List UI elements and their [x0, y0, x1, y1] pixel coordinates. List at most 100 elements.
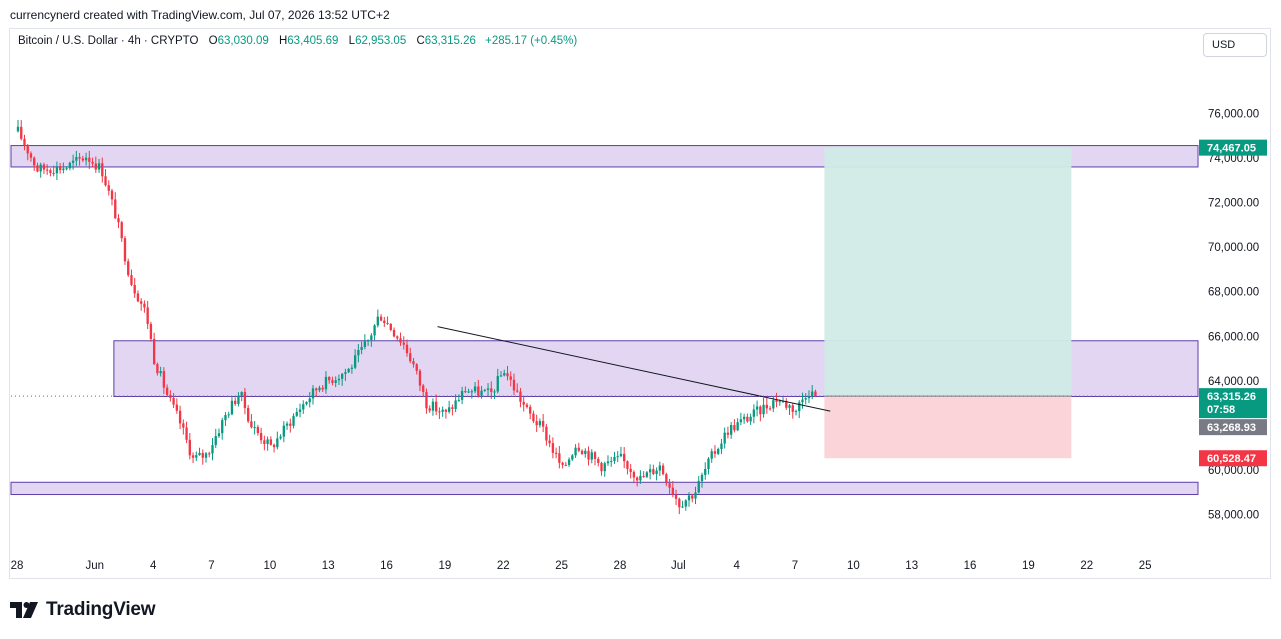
- currency-button[interactable]: USD: [1203, 33, 1267, 57]
- candle-body: [101, 163, 104, 177]
- candle: [687, 492, 691, 507]
- candle-body: [674, 494, 678, 499]
- candle-body: [110, 190, 114, 200]
- candle: [331, 376, 334, 386]
- candle-body: [814, 391, 817, 397]
- candle-body: [729, 425, 733, 435]
- candle: [548, 434, 551, 448]
- candle: [328, 376, 331, 384]
- candle: [759, 405, 762, 422]
- candle-body: [486, 388, 490, 390]
- candle-body: [704, 468, 707, 475]
- candle: [204, 451, 208, 463]
- candle: [729, 421, 733, 439]
- candle-body: [571, 455, 574, 460]
- candle: [639, 470, 642, 484]
- candle: [360, 341, 363, 355]
- low-label: L: [348, 35, 356, 47]
- symbol-legend: Bitcoin / U.S. Dollar · 4h · CRYPTO O63,…: [18, 35, 577, 47]
- candle: [29, 151, 33, 162]
- candle: [97, 158, 101, 173]
- candle-body: [587, 450, 590, 460]
- candle: [428, 405, 431, 413]
- candle-body: [791, 405, 794, 412]
- candle-body: [509, 376, 512, 380]
- candle: [674, 489, 678, 505]
- candle-body: [188, 439, 191, 456]
- candle: [152, 332, 156, 365]
- candle-body: [217, 433, 221, 437]
- candle-body: [610, 460, 613, 462]
- candle-body: [97, 163, 101, 170]
- candle: [707, 457, 710, 475]
- time-tick-label: 22: [497, 560, 510, 572]
- time-tick-label: 25: [1139, 560, 1152, 572]
- candle: [415, 363, 418, 375]
- candle-body: [642, 475, 645, 477]
- candle: [704, 462, 707, 480]
- candle-body: [88, 157, 91, 162]
- candle-body: [554, 452, 558, 454]
- candle-body: [723, 432, 726, 444]
- candle: [571, 454, 574, 461]
- candle-body: [733, 425, 736, 431]
- candle-body: [149, 323, 153, 339]
- candle: [752, 404, 756, 424]
- candle: [593, 450, 597, 466]
- candle-body: [532, 413, 535, 422]
- candle: [130, 269, 133, 287]
- candle: [263, 435, 266, 451]
- candle: [516, 383, 519, 393]
- candle-body: [285, 423, 289, 426]
- candle-body: [198, 452, 201, 456]
- candle-body: [778, 401, 781, 403]
- tradingview-logo-icon: [10, 602, 38, 618]
- candle-body: [460, 391, 464, 400]
- candle-body: [78, 157, 81, 159]
- candle-body: [597, 458, 600, 463]
- candle: [308, 391, 311, 408]
- candle-body: [645, 472, 649, 477]
- candle: [648, 464, 652, 480]
- candle: [652, 464, 655, 476]
- candle: [52, 165, 55, 177]
- candle: [613, 451, 616, 464]
- candle: [713, 445, 717, 458]
- candle: [224, 412, 227, 427]
- candle-body: [315, 388, 318, 391]
- price-tick-label: 60,000.00: [1208, 465, 1259, 477]
- candle-body: [253, 427, 256, 429]
- candle: [554, 447, 558, 459]
- candle-body: [665, 474, 668, 484]
- candle-body: [185, 427, 188, 440]
- candle-body: [123, 238, 127, 262]
- candle: [363, 334, 367, 350]
- candle: [33, 156, 36, 171]
- candle: [580, 449, 584, 455]
- candle: [587, 446, 590, 466]
- candle-body: [165, 387, 169, 395]
- candle-body: [444, 409, 448, 412]
- candle: [684, 499, 687, 511]
- candle-body: [425, 391, 428, 409]
- candle-body: [493, 391, 496, 393]
- candle: [311, 385, 315, 405]
- candle-body: [807, 396, 811, 399]
- stop-zone: [824, 396, 1072, 459]
- time-tick-label: 4: [733, 560, 740, 572]
- overlays-layer: [11, 326, 1198, 412]
- candle-body: [496, 376, 499, 392]
- candle: [156, 362, 159, 376]
- candle-body: [428, 408, 431, 411]
- candle: [564, 462, 568, 467]
- candle-body: [214, 436, 217, 446]
- candle: [762, 397, 765, 418]
- candle-body: [606, 461, 610, 464]
- support-zone: [10, 481, 1199, 496]
- candle-body: [65, 168, 68, 170]
- candle-body: [551, 443, 555, 453]
- price-tick-label: 58,000.00: [1208, 510, 1259, 522]
- candle: [182, 419, 185, 435]
